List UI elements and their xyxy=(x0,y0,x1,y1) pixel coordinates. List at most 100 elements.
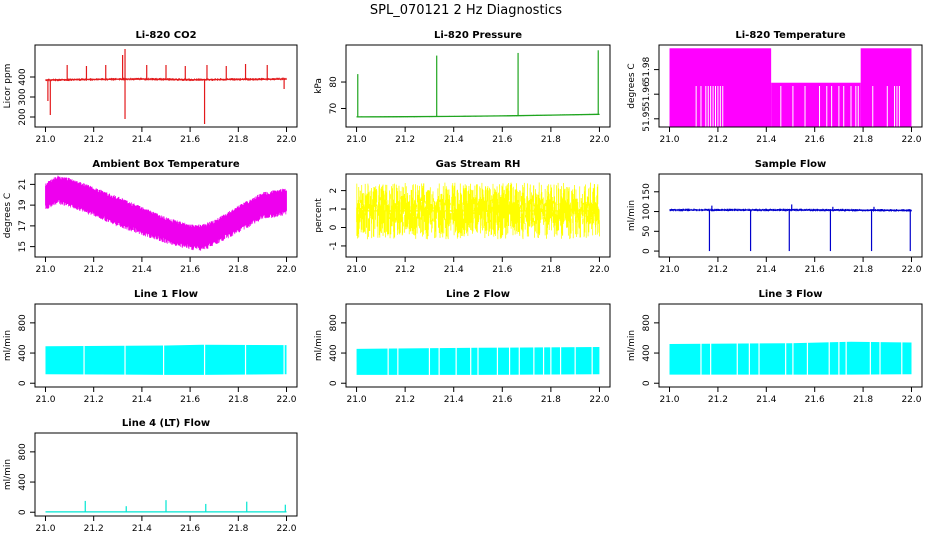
x-tick-label: 22.0 xyxy=(276,265,296,275)
x-tick-label: 21.6 xyxy=(180,395,200,405)
x-tick-label: 21.4 xyxy=(132,524,152,534)
x-tick-label: 21.4 xyxy=(132,395,152,405)
y-axis-label: ml/min xyxy=(3,330,13,361)
x-tick-label: 21.8 xyxy=(228,265,248,275)
y-axis-label: ml/min xyxy=(627,330,637,361)
x-tick-label: 21.6 xyxy=(805,265,825,275)
y-axis-label: kPa xyxy=(314,78,324,94)
y-tick-label: 400 xyxy=(18,68,28,85)
y-tick-label: 80 xyxy=(329,76,339,88)
x-tick-label: 21.6 xyxy=(805,135,825,145)
data-envelope xyxy=(669,341,912,375)
x-tick-label: 22.0 xyxy=(276,524,296,534)
data-band xyxy=(860,48,912,127)
y-axis-label: ml/min xyxy=(3,459,13,490)
y-tick-label: 200 xyxy=(18,108,28,125)
y-tick-label: 1 xyxy=(329,206,339,212)
x-tick-label: 21.0 xyxy=(659,265,679,275)
y-tick-label: 0 xyxy=(329,380,339,386)
y-tick-label: 0 xyxy=(642,248,652,254)
plot-frame xyxy=(34,303,298,388)
y-tick-label: 51.96 xyxy=(642,81,652,107)
chart-panel: Ambient Box Temperature 21.0 21.2 21.4 21.6 2… xyxy=(3,159,298,275)
y-axis-label: ml/min xyxy=(627,200,637,231)
chart-panel: Li-820 Temperature 21.0 21.2 21.4 21.6 21.8 22… xyxy=(627,30,923,145)
plot-frame xyxy=(34,432,298,517)
y-tick-label: 400 xyxy=(18,473,28,490)
x-tick-label: 21.4 xyxy=(132,265,152,275)
plot-area xyxy=(45,343,287,376)
plot-frame xyxy=(34,173,298,258)
plot-area xyxy=(45,49,287,124)
x-tick-label: 21.2 xyxy=(84,524,104,534)
y-tick-label: 51.95 xyxy=(642,106,652,132)
plot-area xyxy=(669,204,912,252)
plot-frame xyxy=(345,44,611,128)
y-tick-label: 0 xyxy=(18,509,28,515)
y-tick-label: 21 xyxy=(18,179,28,190)
x-tick-label: 21.4 xyxy=(444,395,464,405)
x-tick-label: 21.6 xyxy=(180,524,200,534)
chart-panel: Li-820 Pressure 21.0 21.2 21.4 21.6 21.8 22.0 7… xyxy=(314,30,611,145)
x-tick-label: 21.6 xyxy=(180,135,200,145)
chart-panel: Line 4 (LT) Flow 21.0 21.2 21.4 21.6 21.8 22.0… xyxy=(3,418,298,534)
x-tick-label: 22.0 xyxy=(901,395,921,405)
chart-title: Sample Flow xyxy=(755,159,827,170)
x-tick-label: 21.4 xyxy=(756,135,776,145)
plot-frame xyxy=(658,173,923,258)
y-tick-label: 300 xyxy=(18,88,28,105)
chart-title: Ambient Box Temperature xyxy=(92,159,239,170)
x-tick-label: 21.6 xyxy=(180,265,200,275)
y-tick-label: 800 xyxy=(18,314,28,331)
x-tick-label: 21.4 xyxy=(756,395,776,405)
chart-panel: Line 1 Flow 21.0 21.2 21.4 21.6 21.8 22.0 0 400 8… xyxy=(3,289,298,405)
chart-title: Line 3 Flow xyxy=(759,289,823,300)
chart-title: Li-820 Temperature xyxy=(735,30,845,41)
x-tick-label: 22.0 xyxy=(589,395,609,405)
y-tick-label: 800 xyxy=(329,314,339,331)
chart-title: Line 4 (LT) Flow xyxy=(122,418,210,429)
y-tick-label: 2 xyxy=(329,188,339,194)
x-tick-label: 21.2 xyxy=(395,395,415,405)
x-tick-label: 21.8 xyxy=(541,135,561,145)
y-tick-label: 400 xyxy=(642,344,652,361)
x-tick-label: 22.0 xyxy=(276,135,296,145)
y-tick-label: 15 xyxy=(18,241,28,252)
plot-area xyxy=(356,346,600,376)
figure-title: SPL_070121 2 Hz Diagnostics xyxy=(370,3,562,18)
y-tick-label: 0 xyxy=(18,380,28,386)
x-tick-label: 21.4 xyxy=(444,135,464,145)
x-tick-label: 21.6 xyxy=(805,395,825,405)
y-tick-label: 800 xyxy=(642,314,652,331)
x-tick-label: 21.0 xyxy=(347,135,367,145)
data-series xyxy=(356,182,600,240)
y-tick-label: 150 xyxy=(642,183,652,200)
x-tick-label: 21.8 xyxy=(853,395,873,405)
chart-panel: Line 2 Flow 21.0 21.2 21.4 21.6 21.8 22.0 0 400 8… xyxy=(314,289,611,405)
x-tick-label: 21.6 xyxy=(492,395,512,405)
x-tick-label: 21.8 xyxy=(541,265,561,275)
plot-area xyxy=(45,500,287,513)
series-line xyxy=(356,113,600,118)
y-axis-label: degrees C xyxy=(3,193,13,238)
chart-panel: Line 3 Flow 21.0 21.2 21.4 21.6 21.8 22.0 0 400 8… xyxy=(627,289,923,405)
y-tick-label: 100 xyxy=(642,203,652,220)
x-tick-label: 21.0 xyxy=(35,524,55,534)
y-tick-label: 51.98 xyxy=(642,56,652,82)
x-tick-label: 21.6 xyxy=(492,135,512,145)
x-tick-label: 22.0 xyxy=(589,265,609,275)
x-tick-label: 21.2 xyxy=(395,135,415,145)
chart-panel: Gas Stream RH 21.0 21.2 21.4 21.6 21.8 22.0 -1 0… xyxy=(314,159,611,275)
chart-title: Li-820 CO2 xyxy=(135,30,196,41)
x-tick-label: 22.0 xyxy=(276,395,296,405)
data-noise xyxy=(45,175,287,251)
x-tick-label: 21.2 xyxy=(708,135,728,145)
x-tick-label: 21.8 xyxy=(228,524,248,534)
chart-title: Line 1 Flow xyxy=(134,289,198,300)
plot-area xyxy=(669,340,912,376)
y-tick-label: 50 xyxy=(642,225,652,237)
plot-frame xyxy=(658,44,923,128)
x-tick-label: 21.6 xyxy=(492,265,512,275)
